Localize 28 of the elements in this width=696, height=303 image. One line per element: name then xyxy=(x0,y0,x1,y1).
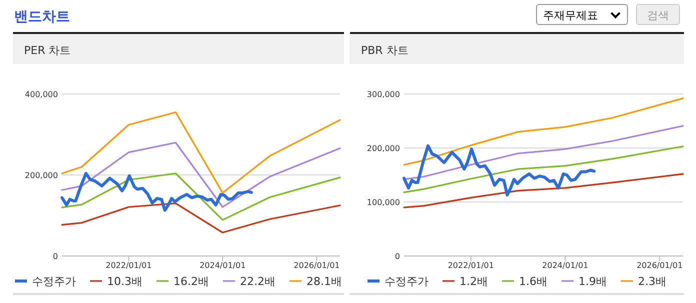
x-tick-label: 2022/01/01 xyxy=(448,261,494,270)
text: 검색 xyxy=(636,4,680,25)
legend-label: 22.2배 xyxy=(240,275,276,288)
legend-label: 1.9배 xyxy=(578,275,607,288)
y-tick-label: 200,000 xyxy=(366,144,400,153)
text: 주재무제표 xyxy=(536,4,628,25)
x-tick-label: 2024/01/01 xyxy=(542,261,588,270)
y-tick-label: 400,000 xyxy=(24,90,58,99)
legend-label: 10.3배 xyxy=(107,275,142,288)
y-tick-label: 0 xyxy=(52,252,58,261)
legend-label: 수정주가 xyxy=(384,275,428,288)
chart-title: PER 차트 xyxy=(13,34,344,64)
legend-label: 1.6배 xyxy=(519,275,548,288)
legend-label: 2.3배 xyxy=(638,275,666,288)
legend-label: 16.2배 xyxy=(174,275,209,288)
text: 밴드차트 xyxy=(14,8,70,26)
y-tick-label: 200,000 xyxy=(24,171,58,180)
y-tick-label: 100,000 xyxy=(366,198,400,207)
x-tick-label: 2022/01/01 xyxy=(106,261,152,270)
x-tick-label: 2026/01/01 xyxy=(636,261,683,270)
legend-label: 28.1배 xyxy=(306,275,342,288)
legend-label: 수정주가 xyxy=(32,275,76,288)
x-tick-label: 2026/01/01 xyxy=(294,261,340,270)
chart-title: PBR 차트 xyxy=(350,34,684,64)
y-tick-label: 0 xyxy=(394,252,400,261)
y-tick-label: 300,000 xyxy=(366,90,400,99)
x-tick-label: 2024/01/01 xyxy=(200,261,246,270)
legend-label: 1.2배 xyxy=(460,275,488,288)
